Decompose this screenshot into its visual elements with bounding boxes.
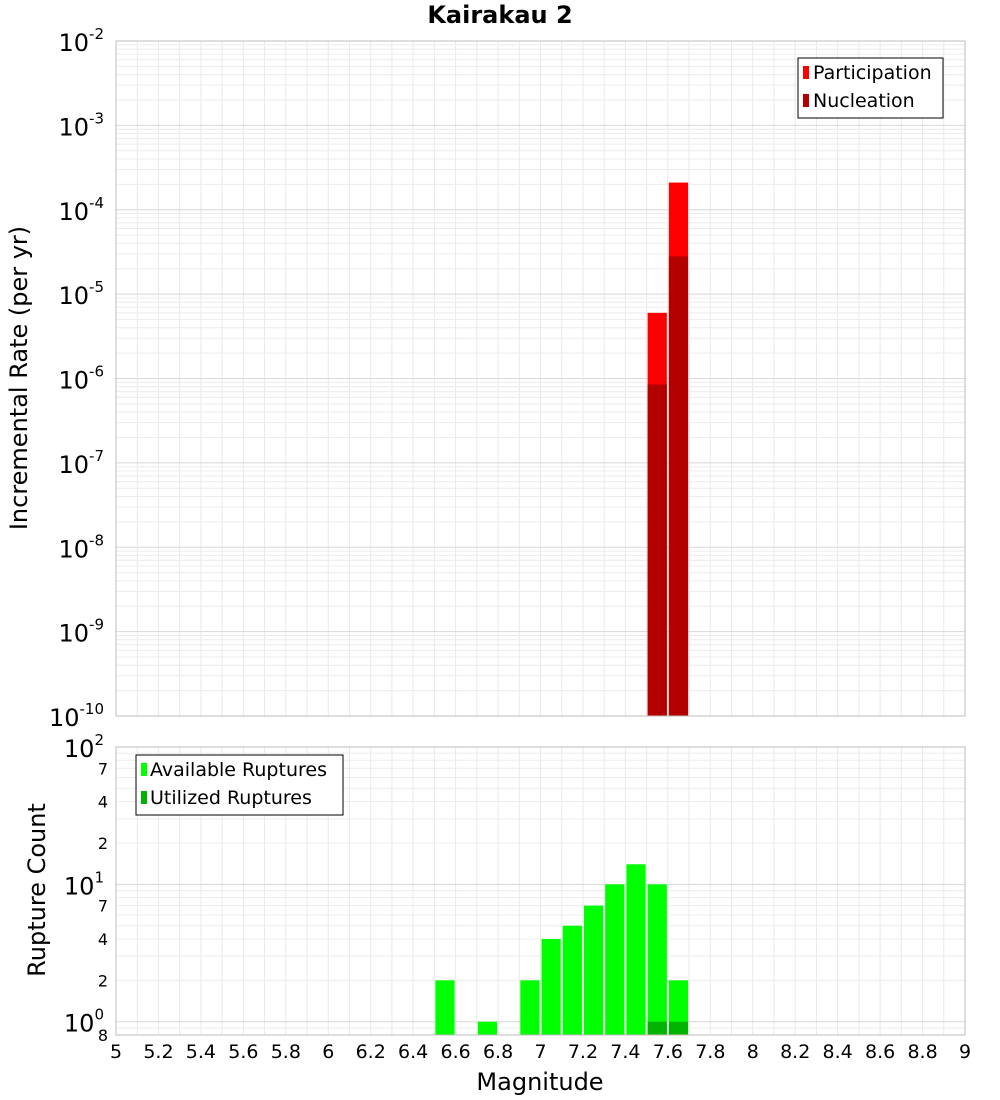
x-tick-label: 5.4 — [186, 1041, 216, 1063]
x-tick-label: 9 — [959, 1041, 971, 1063]
top-legend-box — [797, 57, 944, 119]
x-tick-label: 6.4 — [398, 1041, 428, 1063]
x-tick-label: 6 — [322, 1041, 334, 1063]
x-tick-label: 7 — [534, 1041, 546, 1063]
available-ruptures-bar — [477, 1021, 498, 1035]
top-y-tick-label: 10-9 — [58, 616, 104, 648]
bottom-y-tick-label: 102 — [64, 731, 104, 763]
available-ruptures-bar — [520, 980, 540, 1035]
top-y-tick-label: 10-10 — [49, 700, 104, 732]
nucleation-bar — [647, 384, 667, 716]
top-plot-border — [115, 40, 966, 717]
x-tick-label: 5.2 — [143, 1041, 173, 1063]
top-y-tick-label: 10-6 — [58, 363, 104, 395]
x-tick-label: 5 — [110, 1041, 122, 1063]
utilized-ruptures-bar — [647, 1021, 667, 1035]
legend-swatch — [803, 94, 809, 107]
x-tick-label: 6.2 — [356, 1041, 386, 1063]
legend-entry: Participation — [813, 62, 932, 84]
x-tick-label: 8.8 — [907, 1041, 937, 1063]
legend-entry: Available Ruptures — [150, 759, 327, 781]
x-tick-label: 8 — [747, 1041, 759, 1063]
available-ruptures-bar — [626, 864, 646, 1035]
available-ruptures-bar — [541, 939, 561, 1035]
x-tick-label: 7.4 — [610, 1041, 640, 1063]
x-tick-label: 5.8 — [271, 1041, 301, 1063]
chart-title: Kairakau 2 — [427, 1, 572, 29]
nucleation-bar — [668, 256, 689, 716]
available-ruptures-bar — [605, 884, 625, 1035]
bottom-y-tick-label: 100 — [64, 1006, 104, 1038]
top-y-tick-label: 10-2 — [58, 25, 104, 57]
top-y-axis-label: Incremental Rate (per yr) — [5, 226, 33, 530]
bottom-y-minor-tick-label: 7 — [98, 897, 108, 916]
bottom-plot-border — [115, 746, 966, 1036]
x-tick-label: 8.4 — [823, 1041, 853, 1063]
bottom-y-minor-tick-label: 4 — [98, 930, 108, 949]
bottom-y-minor-tick-label: 4 — [98, 793, 108, 812]
top-y-tick-label: 10-8 — [58, 531, 104, 563]
x-tick-label: 7.6 — [653, 1041, 683, 1063]
bottom-y-tick-label: 101 — [64, 868, 104, 900]
bottom-y-axis-label: Rupture Count — [23, 803, 51, 977]
legend-swatch — [141, 791, 147, 804]
x-axis-label: Magnitude — [476, 1068, 603, 1096]
available-ruptures-bar — [647, 884, 667, 1035]
utilized-ruptures-bar — [668, 1021, 689, 1035]
legend-entry: Nucleation — [813, 90, 915, 112]
bottom-y-minor-tick-label: 8 — [98, 1026, 108, 1045]
x-tick-label: 6.6 — [440, 1041, 470, 1063]
x-tick-label: 7.8 — [695, 1041, 725, 1063]
bottom-legend: Available Ruptures Utilized Ruptures — [135, 754, 344, 816]
x-tick-label: 5.6 — [228, 1041, 258, 1063]
legend-entry: Utilized Ruptures — [150, 787, 312, 809]
plot-layer: 10-2 10-3 10-4 10-5 10-6 10-7 10-8 10-9 10-10102… — [49, 25, 971, 1063]
top-y-tick-label: 10-7 — [58, 447, 104, 479]
bottom-y-minor-tick-label: 2 — [98, 834, 108, 853]
available-ruptures-bar — [668, 980, 689, 1035]
top-y-tick-label: 10-3 — [58, 109, 104, 141]
x-tick-label: 8.6 — [865, 1041, 895, 1063]
available-ruptures-bar — [562, 925, 582, 1035]
x-tick-label: 6.8 — [483, 1041, 513, 1063]
available-ruptures-bar — [583, 905, 604, 1035]
legend-swatch — [141, 763, 147, 776]
legend-swatch — [803, 66, 809, 79]
bottom-legend-box — [135, 754, 344, 816]
bottom-y-minor-tick-label: 2 — [98, 971, 108, 990]
available-ruptures-bar — [435, 980, 455, 1035]
top-legend: Participation Nucleation — [797, 57, 944, 119]
top-y-tick-label: 10-4 — [58, 194, 104, 226]
x-tick-label: 7.2 — [568, 1041, 598, 1063]
bottom-y-minor-tick-label: 7 — [98, 759, 108, 778]
top-y-tick-label: 10-5 — [58, 278, 104, 310]
x-tick-label: 8.2 — [780, 1041, 810, 1063]
